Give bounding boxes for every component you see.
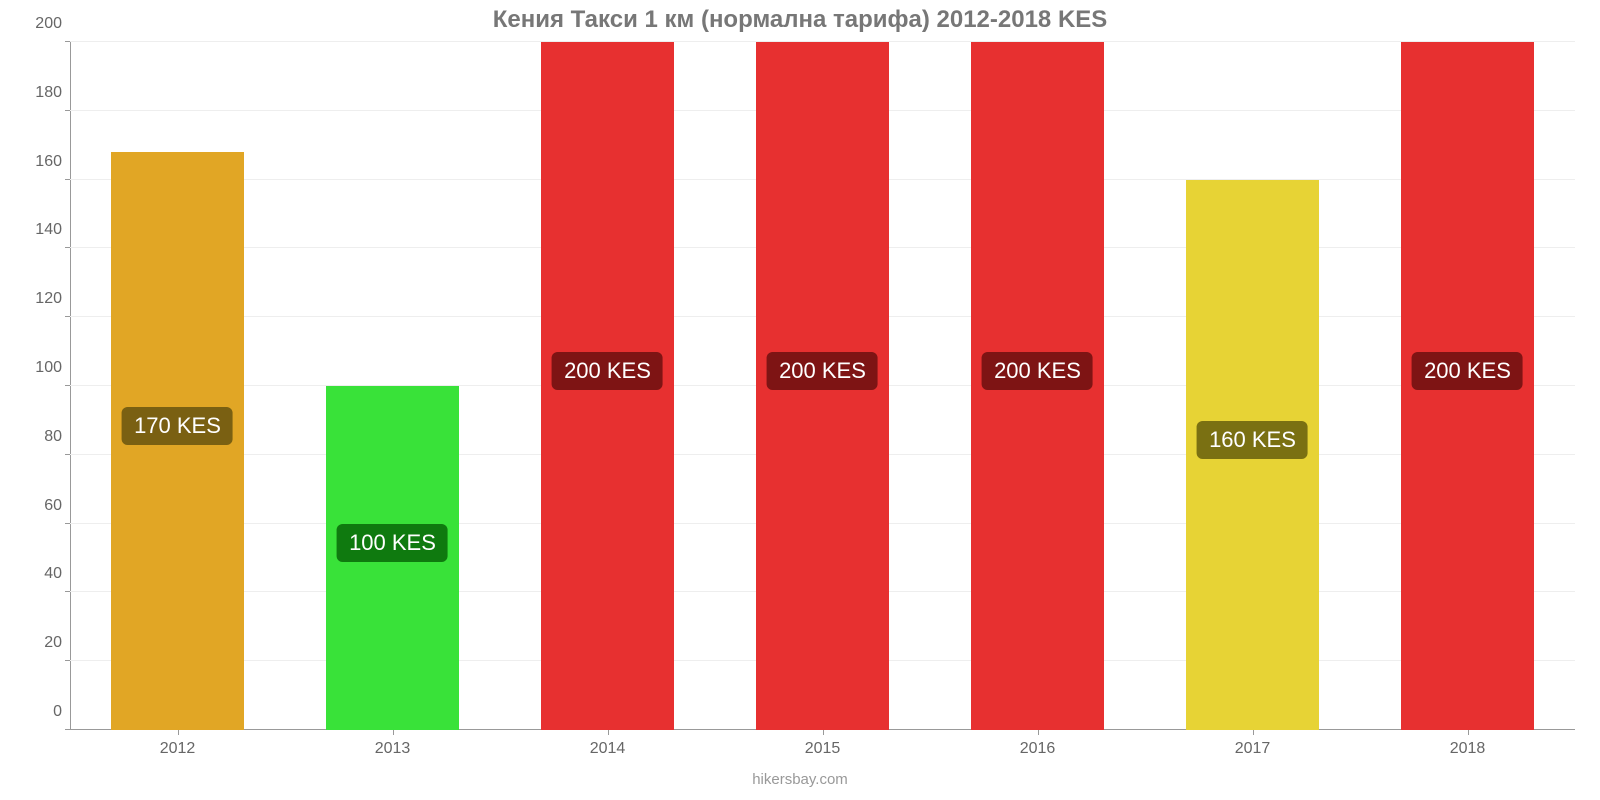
y-tick-mark	[65, 316, 70, 317]
bar-value-badge: 200 KES	[982, 352, 1093, 390]
chart-title: Кения Такси 1 км (нормална тарифа) 2012-…	[0, 0, 1600, 34]
bar-value-badge: 100 KES	[337, 524, 448, 562]
x-tick-label: 2016	[1020, 730, 1056, 758]
y-tick-label: 80	[20, 428, 70, 446]
bar: 160 KES	[1186, 180, 1319, 730]
y-tick-label: 40	[20, 565, 70, 583]
bar: 200 KES	[1401, 42, 1534, 730]
x-tick-label: 2013	[375, 730, 411, 758]
bar: 170 KES	[111, 152, 244, 730]
y-tick-label: 160	[20, 153, 70, 171]
x-tick-label: 2015	[805, 730, 841, 758]
y-tick-mark	[65, 660, 70, 661]
bar-value-badge: 160 KES	[1197, 421, 1308, 459]
y-tick-label: 140	[20, 221, 70, 239]
chart-container: Кения Такси 1 км (нормална тарифа) 2012-…	[0, 0, 1600, 800]
y-tick-label: 200	[20, 15, 70, 33]
attribution: hikersbay.com	[0, 771, 1600, 788]
y-tick-mark	[65, 523, 70, 524]
bar: 200 KES	[971, 42, 1104, 730]
y-tick-mark	[65, 591, 70, 592]
y-tick-label: 180	[20, 84, 70, 102]
y-tick-mark	[65, 729, 70, 730]
x-tick-label: 2017	[1235, 730, 1271, 758]
y-tick-mark	[65, 110, 70, 111]
bar-value-badge: 200 KES	[1412, 352, 1523, 390]
y-tick-mark	[65, 385, 70, 386]
plot-area: 170 KES 100 KES 200 KES 200 KES 200 KES 160 K…	[70, 42, 1575, 730]
y-tick-label: 100	[20, 359, 70, 377]
y-tick-label: 60	[20, 497, 70, 515]
x-tick-label: 2012	[160, 730, 196, 758]
x-tick-label: 2014	[590, 730, 626, 758]
bar-value-badge: 200 KES	[552, 352, 663, 390]
y-tick-label: 0	[20, 703, 70, 721]
y-tick-mark	[65, 454, 70, 455]
y-tick-mark	[65, 41, 70, 42]
x-tick-label: 2018	[1450, 730, 1486, 758]
bar-value-badge: 200 KES	[767, 352, 878, 390]
y-tick-label: 20	[20, 634, 70, 652]
y-tick-mark	[65, 247, 70, 248]
y-tick-label: 120	[20, 290, 70, 308]
y-tick-mark	[65, 179, 70, 180]
bar: 200 KES	[541, 42, 674, 730]
bar: 200 KES	[756, 42, 889, 730]
bars-group: 170 KES 100 KES 200 KES 200 KES 200 KES 160 K…	[70, 42, 1575, 730]
bar-value-badge: 170 KES	[122, 407, 233, 445]
bar: 100 KES	[326, 386, 459, 730]
